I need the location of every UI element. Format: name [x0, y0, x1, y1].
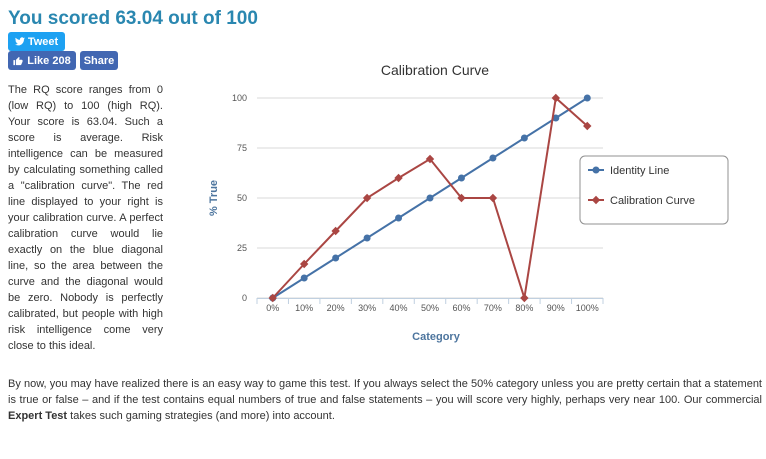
legend-label: Identity Line: [610, 165, 669, 177]
expert-test-link[interactable]: Expert Test: [8, 410, 68, 422]
legend-marker: [592, 166, 600, 174]
legend-marker: [591, 195, 601, 205]
data-point: [520, 293, 529, 303]
x-tick-label: 60%: [452, 303, 470, 313]
data-point: [457, 174, 465, 182]
gaming-note-text: By now, you may have realized there is a…: [8, 376, 762, 424]
legend-box: [579, 155, 729, 225]
data-point: [300, 274, 308, 282]
x-tick-label: 70%: [484, 303, 502, 313]
share-label: Share: [83, 54, 115, 67]
data-point: [457, 193, 466, 203]
like-button[interactable]: Like 208: [8, 51, 76, 70]
data-point: [583, 94, 591, 102]
x-tick-label: 90%: [547, 303, 565, 313]
legend-label: Calibration Curve: [610, 195, 695, 207]
data-point: [395, 214, 403, 222]
y-tick-label: 50: [237, 193, 247, 203]
data-point: [394, 173, 403, 183]
data-point: [363, 234, 371, 242]
y-tick-label: 75: [237, 143, 247, 153]
data-point: [331, 226, 340, 236]
data-point: [552, 114, 560, 122]
x-tick-label: 20%: [327, 303, 345, 313]
calibration-chart: Calibration Curve 0 25 50 75 100 0% 10% 20% 30% 40…: [195, 55, 729, 355]
y-tick-label: 100: [232, 93, 247, 103]
x-tick-label: 30%: [358, 303, 376, 313]
x-tick-label: 100%: [576, 303, 599, 313]
calibration-chart-svg: Calibration Curve 0 25 50 75 100 0% 10% 20% 30% 40…: [208, 62, 729, 343]
tweet-button[interactable]: Tweet: [8, 32, 65, 51]
data-point: [425, 154, 435, 164]
gaming-note-after: takes such gaming strategies (and more) …: [67, 410, 335, 422]
gaming-note-before: By now, you may have realized there is a…: [8, 378, 762, 406]
x-tick-label: 0%: [266, 303, 279, 313]
data-point: [520, 134, 528, 142]
data-point: [299, 259, 309, 269]
y-axis-title: % True: [208, 180, 220, 216]
data-point: [332, 254, 340, 262]
x-tick-label: 10%: [295, 303, 313, 313]
x-tick-label: 50%: [421, 303, 439, 313]
x-tick-label: 40%: [390, 303, 408, 313]
thumbs-up-icon: [13, 56, 23, 66]
tweet-label: Tweet: [27, 35, 59, 48]
data-point: [488, 193, 498, 203]
share-button[interactable]: Share: [80, 51, 118, 70]
score-explanation-text: The RQ score ranges from 0 (low RQ) to 1…: [8, 84, 163, 352]
y-tick-label: 25: [237, 243, 247, 253]
twitter-bird-icon: [14, 37, 25, 46]
x-tick-label: 80%: [515, 303, 533, 313]
data-point: [426, 194, 434, 202]
x-axis-title: Category: [412, 331, 461, 343]
chart-title: Calibration Curve: [381, 62, 489, 78]
data-point: [489, 154, 497, 162]
score-heading: You scored 63.04 out of 100: [8, 8, 258, 29]
y-tick-label: 0: [242, 293, 247, 303]
data-point: [268, 293, 277, 303]
like-label: Like 208: [27, 54, 71, 67]
